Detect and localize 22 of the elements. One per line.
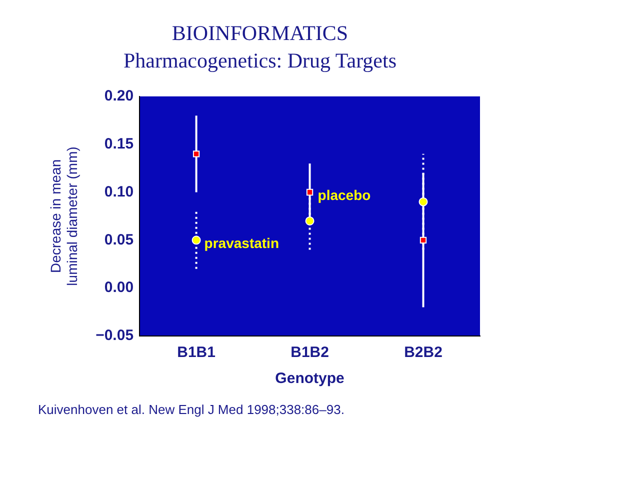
x-tick-label: B1B1 [177,344,216,362]
y-tick-label: 0.05 [104,231,134,248]
point [420,236,427,244]
y-tick-label: 0.20 [104,88,134,105]
y-tick-label: 0.15 [104,135,134,152]
text: Kuivenhoven et al. New Engl J Med 1998;338:86–93. [38,402,344,417]
y-tick-label: 0.10 [104,183,134,200]
x-tick-label: B2B2 [404,344,442,362]
point [192,150,200,158]
y-tick-label: −0.05 [96,327,134,344]
annotation: pravastatin [204,235,279,252]
chart-subtitle: Pharmacogenetics: Drug Targets [123,48,397,72]
y-axis-title: Decrease in mean luminal diameter (mm) [47,146,80,286]
point [305,216,314,226]
y-tick-label: 0.00 [104,279,134,296]
x-axis-title: Genotype [275,370,344,388]
annotation: placebo [318,187,371,204]
point [306,188,314,196]
point [192,236,201,245]
chart-title: BIOINFORMATICS [172,21,348,46]
point [418,197,428,206]
x-tick-label: B1B2 [290,344,329,362]
